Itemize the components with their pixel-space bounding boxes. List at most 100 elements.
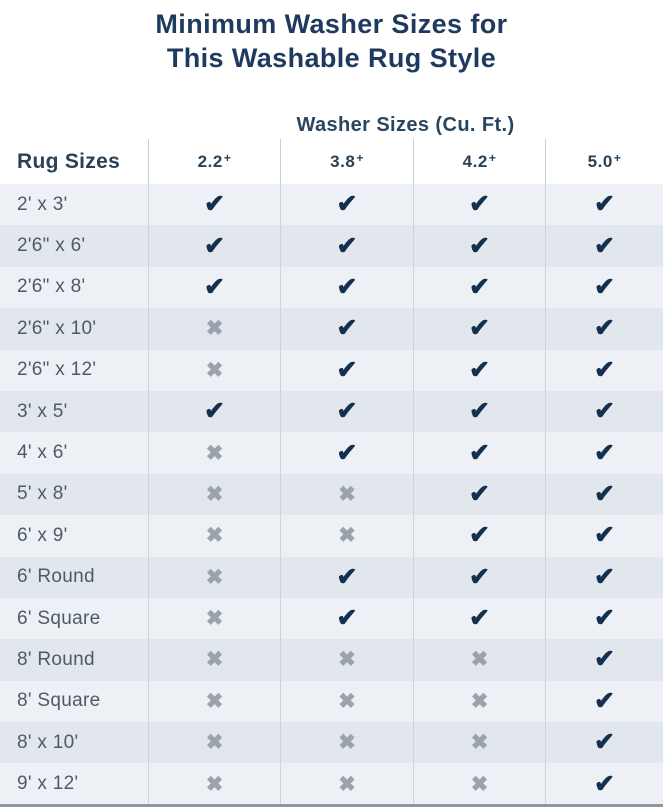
mark-cell: ✔ <box>280 597 413 640</box>
column-header-value: 2.2 <box>197 151 223 171</box>
mark-cell: ✖ <box>413 680 545 723</box>
rug-size-label: 8' Square <box>17 690 101 712</box>
mark-cell: ✖ <box>148 556 280 598</box>
check-icon: ✔ <box>336 231 358 260</box>
plus-sign: + <box>488 150 497 165</box>
mark-cell: ✖ <box>148 515 280 557</box>
image-bottom-edge <box>0 804 663 807</box>
mark-cell: ✔ <box>280 556 413 598</box>
column-header-4-2: 4.2 + <box>413 139 545 184</box>
rug-size-label: 2'6" x 10' <box>17 317 97 339</box>
mark-cell: ✔ <box>413 515 545 557</box>
x-icon: ✖ <box>205 524 224 548</box>
mark-cell: ✔ <box>413 473 545 516</box>
rug-size-label: 2'6" x 12' <box>17 359 97 381</box>
mark-cell: ✖ <box>280 763 413 805</box>
check-icon: ✔ <box>336 604 358 633</box>
check-icon: ✔ <box>469 479 490 508</box>
x-icon: ✖ <box>470 772 489 796</box>
column-header-value: 5.0 <box>587 151 613 171</box>
mark-cell: ✔ <box>545 390 663 433</box>
check-icon: ✔ <box>594 190 615 219</box>
mark-cell: ✔ <box>280 184 413 226</box>
table-row: 9' x 12' ✖ ✖ ✖ ✔ <box>0 763 663 805</box>
check-icon: ✔ <box>594 645 615 674</box>
mark-cell: ✔ <box>413 432 545 474</box>
check-icon: ✔ <box>469 397 490 426</box>
mark-cell: ✖ <box>280 639 413 681</box>
check-icon: ✔ <box>204 231 225 260</box>
column-header-value: 4.2 <box>462 151 488 171</box>
table-row: 5' x 8' ✖ ✖ ✔ ✔ <box>0 473 663 516</box>
check-icon: ✔ <box>336 314 358 343</box>
washer-sizes-group-header-row: Washer Sizes (Cu. Ft.) <box>0 112 663 139</box>
check-icon: ✔ <box>469 521 490 550</box>
column-header-5-0: 5.0 + <box>545 139 663 184</box>
mark-cell: ✖ <box>148 432 280 474</box>
check-icon: ✔ <box>594 769 615 798</box>
check-icon: ✔ <box>594 562 615 591</box>
rug-size-label: 9' x 12' <box>17 773 79 795</box>
check-icon: ✔ <box>594 231 615 260</box>
rug-size-label: 6' Square <box>17 607 101 629</box>
mark-cell: ✖ <box>148 763 280 805</box>
check-icon: ✔ <box>469 231 490 260</box>
check-icon: ✔ <box>469 314 490 343</box>
table-row: 8' x 10' ✖ ✖ ✖ ✔ <box>0 722 663 764</box>
check-icon: ✔ <box>594 397 615 426</box>
mark-cell: ✔ <box>413 266 545 309</box>
mark-cell: ✖ <box>413 722 545 764</box>
x-icon: ✖ <box>338 772 356 796</box>
mark-cell: ✔ <box>545 184 663 226</box>
mark-cell: ✔ <box>545 722 663 764</box>
check-icon: ✔ <box>336 355 358 384</box>
rug-size-label: 2' x 3' <box>17 193 68 215</box>
x-icon: ✖ <box>470 731 489 755</box>
mark-cell: ✔ <box>545 597 663 640</box>
mark-cell: ✔ <box>545 225 663 267</box>
table-row: 2' x 3' ✔ ✔ ✔ ✔ <box>0 184 663 226</box>
check-icon: ✔ <box>204 190 225 219</box>
mark-cell: ✔ <box>413 349 545 391</box>
rug-table-body: 2' x 3' ✔ ✔ ✔ ✔ 2'6" x 6' ✔ ✔ ✔ ✔ 2'6" x… <box>0 184 663 805</box>
table-row: 6' Round ✖ ✔ ✔ ✔ <box>0 556 663 598</box>
table-row: 8' Square ✖ ✖ ✖ ✔ <box>0 680 663 723</box>
x-icon: ✖ <box>205 441 224 465</box>
rug-sizes-column-header: Rug Sizes <box>17 149 121 173</box>
table-row: 6' Square ✖ ✔ ✔ ✔ <box>0 597 663 640</box>
x-icon: ✖ <box>338 524 356 548</box>
x-icon: ✖ <box>205 731 224 755</box>
page-title-line-1: Minimum Washer Sizes for <box>155 9 508 39</box>
mark-cell: ✔ <box>545 556 663 598</box>
mark-cell: ✔ <box>280 390 413 433</box>
mark-cell: ✖ <box>280 515 413 557</box>
mark-cell: ✖ <box>148 349 280 391</box>
check-icon: ✔ <box>336 272 358 301</box>
mark-cell: ✔ <box>148 390 280 433</box>
mark-cell: ✖ <box>148 680 280 723</box>
check-icon: ✔ <box>204 397 225 426</box>
table-row: 8' Round ✖ ✖ ✖ ✔ <box>0 639 663 681</box>
mark-cell: ✖ <box>148 722 280 764</box>
mark-cell: ✔ <box>545 349 663 391</box>
check-icon: ✔ <box>336 397 358 426</box>
mark-cell: ✔ <box>545 639 663 681</box>
mark-cell: ✖ <box>148 597 280 640</box>
table-row: 2'6" x 6' ✔ ✔ ✔ ✔ <box>0 225 663 267</box>
mark-cell: ✔ <box>280 308 413 350</box>
column-header-3-8: 3.8 + <box>280 139 413 184</box>
table-row: 4' x 6' ✖ ✔ ✔ ✔ <box>0 432 663 474</box>
mark-cell: ✖ <box>413 639 545 681</box>
check-icon: ✔ <box>336 438 358 467</box>
washer-sizes-group-header: Washer Sizes (Cu. Ft.) <box>296 114 515 136</box>
mark-cell: ✔ <box>413 184 545 226</box>
mark-cell: ✔ <box>280 266 413 309</box>
mark-cell: ✔ <box>280 225 413 267</box>
check-icon: ✔ <box>336 562 358 591</box>
mark-cell: ✔ <box>148 266 280 309</box>
mark-cell: ✖ <box>148 308 280 350</box>
rug-size-label: 5' x 8' <box>17 483 68 505</box>
mark-cell: ✔ <box>413 556 545 598</box>
page-title: Minimum Washer Sizes for This Washable R… <box>0 0 663 75</box>
